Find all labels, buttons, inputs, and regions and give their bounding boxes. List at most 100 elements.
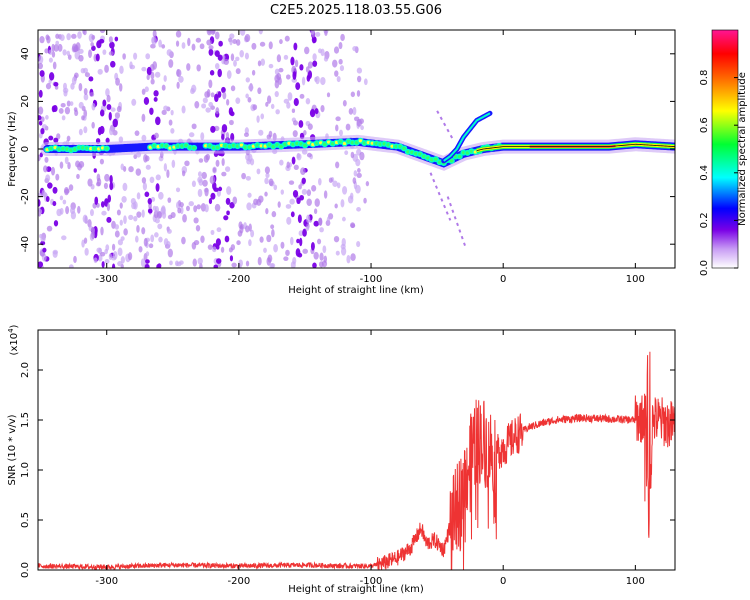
spectrogram-noise-blob xyxy=(105,244,110,251)
spectrogram-noise-blob xyxy=(350,223,356,229)
spectrogram-noise-blob xyxy=(291,156,296,165)
spectrogram-noise-blob xyxy=(301,177,306,185)
spectrogram-noise-blob xyxy=(145,53,151,60)
spectrogram-noise-blob xyxy=(154,132,159,139)
spectrogram-noise-blob xyxy=(312,60,318,67)
spectrogram-noise-blob xyxy=(193,217,199,224)
spectrogram-noise-blob xyxy=(64,156,69,165)
spectrogram-noise-blob xyxy=(56,208,62,217)
spectrogram-noise-blob xyxy=(318,217,323,226)
snr-y-tick-label: 1.5 xyxy=(20,412,31,428)
spectrogram-noise-blob xyxy=(277,201,281,208)
spectrogram-noise-blob xyxy=(292,120,298,126)
spectrogram-noise-blob xyxy=(42,165,48,173)
spectrogram-noise-blob xyxy=(78,54,84,62)
spectrogram-noise-blob xyxy=(152,30,157,38)
spectrogram-noise-blob xyxy=(109,182,114,191)
spectrogram-noise-blob xyxy=(296,238,300,244)
spectrogram-noise-blob xyxy=(39,36,45,44)
spectrogram-noise-blob xyxy=(163,163,168,172)
spectrogram-noise-blob xyxy=(175,187,181,193)
spectrogram-noise-blob xyxy=(191,180,196,188)
spectrogram-noise-blob xyxy=(288,180,295,185)
spectrogram-noise-blob xyxy=(87,178,93,187)
spectrogram-noise-blob xyxy=(40,116,45,123)
colorbar-tick-label: 0.4 xyxy=(699,165,710,181)
spectrogram-noise-blob xyxy=(230,85,236,92)
spectrogram-noise-blob xyxy=(339,65,345,72)
spectrogram-noise-blob xyxy=(214,50,220,57)
spectrogram-noise-blob xyxy=(229,202,235,209)
spectrogram-noise-blob xyxy=(284,35,290,42)
spectrogram-noise-blob xyxy=(210,229,215,235)
spectrogram-noise-blob xyxy=(323,255,328,263)
spectrogram-noise-blob xyxy=(99,30,106,34)
spectrogram-noise-blob xyxy=(177,207,182,214)
spectrogram-noise-blob xyxy=(245,260,250,267)
spectrogram-noise-blob xyxy=(280,241,285,249)
spectrogram-noise-blob xyxy=(75,160,81,168)
spectrogram-noise-blob xyxy=(305,66,310,73)
spectrogram-noise-blob xyxy=(64,188,70,194)
spectrogram-noise-blob xyxy=(223,58,229,65)
spectrogram-noise-blob xyxy=(66,100,71,107)
snr-plot: -300 -200 -100 0 100 0.0 0.5 1.0 1.5 2.0 Height … xyxy=(7,324,676,595)
spectrogram-noise-blob xyxy=(155,183,160,192)
spectrogram-noise-blob xyxy=(210,92,215,98)
spectrogram-noise-blob xyxy=(38,208,43,214)
spectrogram-noise-blob xyxy=(176,81,180,89)
spectrogram-noise-blob xyxy=(237,230,243,237)
spectrogram-noise-blob xyxy=(84,72,90,78)
spectrogram-x-tick-label: -100 xyxy=(360,274,383,285)
spectrogram-noise-blob xyxy=(301,76,306,86)
spectrogram-noise-blob xyxy=(250,229,255,238)
spectrogram-noise-blob xyxy=(275,109,280,115)
spectrogram-noise-blob xyxy=(170,109,174,116)
spectrogram-noise-blob xyxy=(297,214,302,224)
spectrogram-noise-blob xyxy=(293,164,299,171)
spectrogram-noise-blob xyxy=(38,106,44,115)
spectrogram-noise-blob xyxy=(283,256,289,262)
spectrogram-noise-blob xyxy=(356,90,361,97)
spectrogram-noise-blob xyxy=(119,65,124,74)
spectrogram-noise-blob xyxy=(244,127,249,135)
spectrogram-noise-blob xyxy=(106,216,112,223)
spectrogram-noise-blob xyxy=(163,105,169,111)
snr-y-tick-label: 0.0 xyxy=(20,562,31,578)
spectrogram-noise-blob xyxy=(188,201,195,207)
spectrogram-noise-blob xyxy=(69,101,74,106)
spectrogram-noise-blob xyxy=(193,205,198,213)
spectrogram-noise-blob xyxy=(206,88,211,98)
spectrogram-noise-blob xyxy=(106,202,111,212)
spectrogram-noise-blob xyxy=(69,207,76,214)
spectrogram-noise-blob xyxy=(270,103,275,110)
snr-x-ticks: -300 -200 -100 0 100 xyxy=(95,330,645,587)
spectrogram-noise-blob xyxy=(289,198,295,205)
spectrogram-noise-blob xyxy=(167,248,173,258)
spectrogram-noise-blob xyxy=(212,167,217,173)
colorbar-ticks: 0.0 0.2 0.4 0.6 0.8 xyxy=(699,70,738,276)
spectrogram-noise-blob xyxy=(324,30,328,36)
spectrogram-noise-blob xyxy=(311,185,317,192)
spectrogram-noise-blob xyxy=(38,115,42,121)
spectrogram-noise-blob xyxy=(157,263,162,268)
spectrogram-noise-blob xyxy=(119,219,123,226)
spectrogram-noise-blob xyxy=(95,181,101,187)
spectrogram-noise-blob xyxy=(40,127,45,135)
spectrogram-noise-blob xyxy=(318,177,322,186)
spectrogram-streak xyxy=(446,196,468,250)
spectrogram-noise-blob xyxy=(304,46,310,55)
spectrogram-noise-blob xyxy=(81,115,85,121)
spectrogram-noise-blob xyxy=(161,84,166,91)
spectrogram-noise-blob xyxy=(263,247,267,253)
spectrogram-noise-blob xyxy=(312,36,317,43)
spectrogram-noise-blob xyxy=(248,84,254,91)
spectrogram-noise-blob xyxy=(247,192,252,198)
spectrogram-noise-blob xyxy=(285,74,291,80)
spectrogram-noise-blob xyxy=(256,115,260,123)
spectrogram-noise-blob xyxy=(208,198,213,205)
spectrogram-noise-blob xyxy=(175,30,182,38)
spectrogram-noise-blob xyxy=(265,101,269,107)
frequency-track-bead-core xyxy=(184,143,188,147)
